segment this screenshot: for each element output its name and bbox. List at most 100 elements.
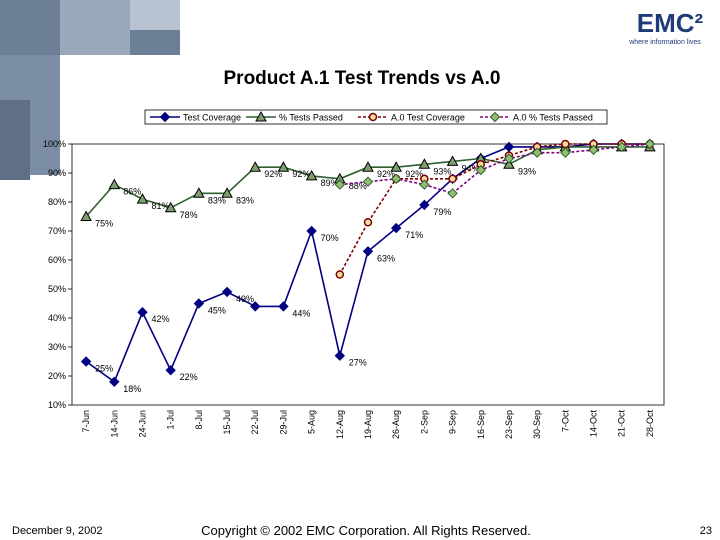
legend-label: A.0 % Tests Passed <box>513 113 593 123</box>
marker <box>475 164 486 176</box>
x-tick-label: 29-Jul <box>278 410 288 435</box>
marker <box>390 173 402 185</box>
data-label: 93% <box>433 166 451 176</box>
data-label: 63% <box>377 253 395 263</box>
marker <box>108 178 121 190</box>
legend-label: A.0 Test Coverage <box>391 113 465 123</box>
x-tick-label: 16-Sep <box>476 410 486 439</box>
x-tick-label: 23-Sep <box>504 410 514 439</box>
footer-copyright: Copyright © 2002 EMC Corporation. All Ri… <box>201 523 531 538</box>
marker <box>447 188 458 199</box>
marker <box>560 147 571 158</box>
y-tick-label: 20% <box>48 371 66 381</box>
marker <box>306 225 317 237</box>
data-label: 93% <box>518 166 536 176</box>
marker <box>531 147 543 158</box>
data-label: 83% <box>236 195 254 205</box>
data-label: 71% <box>405 230 423 240</box>
plot-area <box>71 143 665 406</box>
data-label: 27% <box>349 358 367 368</box>
x-tick-label: 12-Aug <box>335 410 345 439</box>
data-label: 75% <box>95 219 113 229</box>
data-label: 49% <box>236 294 254 304</box>
y-tick-label: 80% <box>48 197 66 207</box>
marker <box>503 158 515 169</box>
series <box>334 138 656 199</box>
data-label: 44% <box>292 308 310 318</box>
marker <box>419 179 430 190</box>
photo-collage <box>0 0 180 180</box>
marker <box>193 298 205 309</box>
marker <box>448 174 457 184</box>
marker <box>390 222 402 234</box>
legend-marker <box>368 112 378 122</box>
legend-marker <box>489 111 501 123</box>
marker <box>334 350 346 361</box>
marker <box>109 376 120 388</box>
x-tick-label: 2-Sep <box>419 410 429 434</box>
data-label: 70% <box>321 233 339 243</box>
legend-label: % Tests Passed <box>279 113 343 123</box>
data-label: 45% <box>208 306 226 316</box>
data-label: 22% <box>180 372 198 382</box>
y-tick-label: 100% <box>43 139 66 149</box>
x-tick-label: 28-Oct <box>645 410 655 438</box>
marker <box>193 187 205 198</box>
x-tick-label: 7-Oct <box>560 410 570 433</box>
data-label: 18% <box>123 384 141 394</box>
x-tick-label: 8-Jul <box>194 410 204 430</box>
legend-marker <box>255 110 267 122</box>
marker <box>335 270 345 279</box>
y-tick-label: 60% <box>48 255 66 265</box>
y-tick-label: 30% <box>48 342 66 352</box>
legend-label: Test Coverage <box>183 113 241 123</box>
data-label: 89% <box>321 178 339 188</box>
marker <box>164 201 177 213</box>
marker <box>561 139 570 149</box>
x-tick-label: 21-Oct <box>617 410 627 438</box>
marker <box>644 138 656 150</box>
x-tick-label: 22-Jul <box>250 410 260 435</box>
y-tick-label: 90% <box>48 168 66 178</box>
data-label: 83% <box>208 195 226 205</box>
footer-date: December 9, 2002 <box>12 525 103 537</box>
x-tick-label: 9-Sep <box>448 410 458 434</box>
legend-marker <box>159 111 171 123</box>
marker <box>221 286 233 298</box>
data-label: 78% <box>180 210 198 220</box>
marker <box>363 218 373 227</box>
y-tick-label: 70% <box>48 226 66 236</box>
marker <box>362 161 374 172</box>
data-label: 25% <box>95 364 113 374</box>
data-label: 92% <box>292 169 310 179</box>
data-label: 92% <box>264 169 282 179</box>
logo-tagline: where information lives <box>628 39 701 46</box>
marker <box>305 169 318 181</box>
y-tick-label: 50% <box>48 284 66 294</box>
series-line <box>339 143 650 275</box>
x-tick-label: 5-Aug <box>307 410 317 434</box>
marker <box>136 193 149 204</box>
data-label: 86% <box>123 187 141 197</box>
marker <box>419 199 430 211</box>
marker <box>221 187 233 198</box>
marker <box>616 141 627 153</box>
x-tick-label: 24-Jun <box>137 410 147 438</box>
marker <box>165 364 176 376</box>
chart-title: Product A.1 Test Trends vs A.0 <box>224 68 501 89</box>
data-label: 42% <box>151 314 169 324</box>
x-tick-label: 14-Jun <box>109 410 119 438</box>
y-tick-label: 10% <box>48 400 66 410</box>
marker <box>362 246 374 257</box>
marker <box>446 155 459 166</box>
y-tick-label: 40% <box>48 313 66 323</box>
x-tick-label: 26-Aug <box>391 410 401 439</box>
marker <box>80 210 92 221</box>
data-label: 79% <box>433 207 451 217</box>
marker <box>390 161 403 172</box>
marker <box>334 179 346 190</box>
x-tick-label: 14-Oct <box>589 410 599 438</box>
data-label: 92% <box>405 169 423 179</box>
logo: EMC² <box>637 8 704 38</box>
